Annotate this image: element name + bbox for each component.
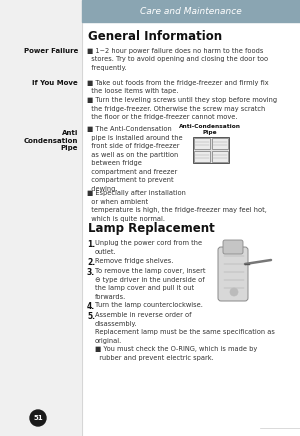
Bar [212, 138, 228, 149]
FancyBboxPatch shape [218, 247, 248, 301]
Text: Care and Maintenance: Care and Maintenance [140, 7, 242, 16]
Text: 3.: 3. [87, 268, 95, 277]
Bar [193, 137, 229, 163]
Text: Turn the lamp counterclockwise.: Turn the lamp counterclockwise. [95, 302, 203, 308]
Text: Anti
Condensation
Pipe: Anti Condensation Pipe [24, 130, 78, 151]
Text: 51: 51 [33, 415, 43, 421]
Bar [194, 151, 210, 162]
Bar [82, 0, 300, 22]
Text: 4.: 4. [87, 302, 95, 311]
Text: ■ 1~2 hour power failure does no harm to the foods
  stores. Try to avoid openin: ■ 1~2 hour power failure does no harm to… [87, 48, 268, 71]
Text: 1.: 1. [87, 240, 95, 249]
Text: General Information: General Information [88, 30, 222, 43]
Text: Lamp Replacement: Lamp Replacement [88, 222, 215, 235]
Bar [194, 138, 210, 149]
Text: ■ The Anti-Condensation
  pipe is installed around the
  front side of fridge-fr: ■ The Anti-Condensation pipe is installe… [87, 126, 183, 191]
Text: 2.: 2. [87, 258, 95, 267]
Text: Remove fridge shelves.: Remove fridge shelves. [95, 258, 173, 264]
Text: Power Failure: Power Failure [24, 48, 78, 54]
Text: Anti-Condensation
Pipe: Anti-Condensation Pipe [179, 124, 241, 135]
Text: 5.: 5. [87, 312, 95, 321]
Circle shape [30, 410, 46, 426]
Bar [0, 0, 82, 436]
Text: Assemble in reverse order of
disassembly.
Replacement lamp must be the same spec: Assemble in reverse order of disassembly… [95, 312, 275, 361]
FancyBboxPatch shape [223, 240, 243, 254]
Text: ■ Especially after installation
  or when ambient
  temperature is high, the fri: ■ Especially after installation or when … [87, 190, 267, 221]
Bar [212, 151, 228, 162]
Text: If You Move: If You Move [32, 80, 78, 86]
Circle shape [230, 288, 238, 296]
Text: To remove the lamp cover, insert
⊖ type driver in the underside of
the lamp cove: To remove the lamp cover, insert ⊖ type … [95, 268, 206, 300]
Text: ■ Take out foods from the fridge-freezer and firmly fix
  the loose items with t: ■ Take out foods from the fridge-freezer… [87, 80, 277, 120]
Text: Unplug the power cord from the
outlet.: Unplug the power cord from the outlet. [95, 240, 202, 255]
